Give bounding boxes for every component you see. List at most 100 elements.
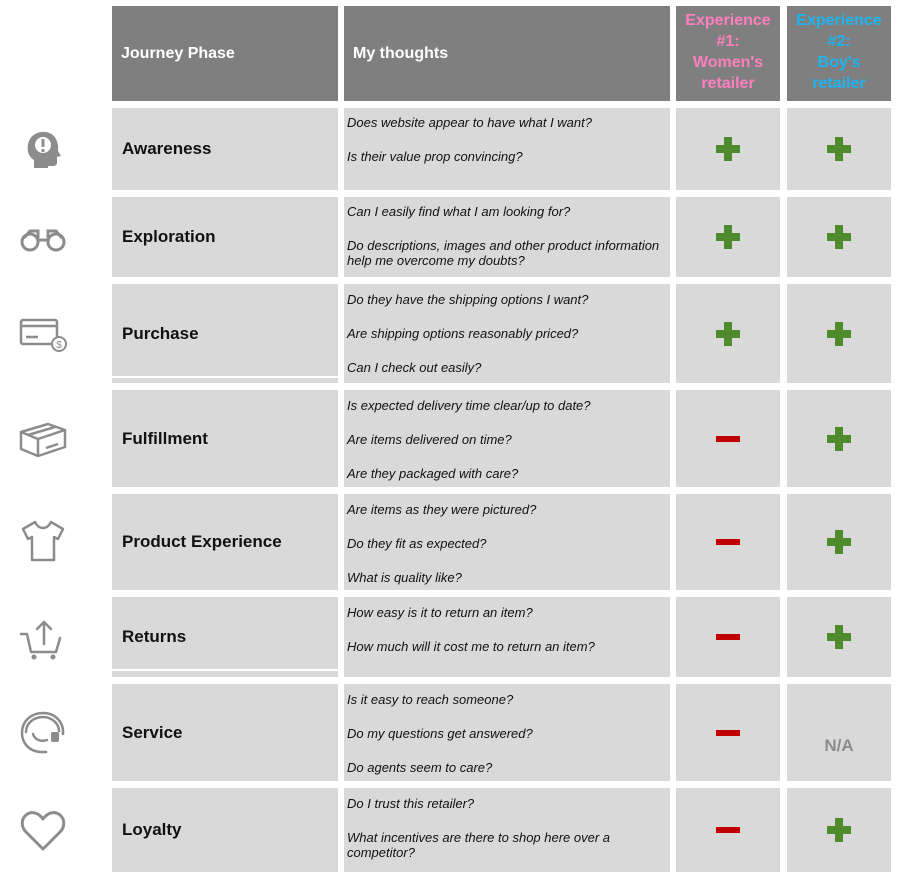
thoughts-loyalty: Do I trust this retailer? What incentive…: [344, 788, 670, 872]
thoughts-service: Is it easy to reach someone? Do my quest…: [344, 684, 670, 781]
exp2-purchase: [787, 284, 891, 383]
exp2-fulfillment: [787, 390, 891, 487]
phase-exploration: Exploration: [112, 197, 338, 277]
exp1-awareness: [676, 108, 780, 190]
heart-icon: [18, 806, 68, 856]
question: Do I trust this retailer?: [347, 796, 475, 811]
header-exp2-line1: Experience: [796, 12, 882, 29]
question: Do they have the shipping options I want…: [347, 292, 589, 307]
header-experience-2: Experience #2: Boy's retailer: [787, 6, 891, 101]
thoughts-product-experience: Are items as they were pictured? Do they…: [344, 494, 670, 590]
plus-icon: [827, 225, 851, 249]
phase-label: Loyalty: [122, 820, 182, 839]
header-journey-phase-label: Journey Phase: [121, 44, 235, 62]
phase-fulfillment: Fulfillment: [112, 390, 338, 487]
phase-label: Purchase: [122, 323, 199, 343]
exp1-fulfillment: [676, 390, 780, 487]
exp1-loyalty: [676, 788, 780, 872]
credit-card-icon: $: [18, 310, 68, 360]
phase-label: Product Experience: [122, 532, 282, 551]
question: Are items delivered on time?: [347, 432, 512, 447]
plus-icon: [827, 625, 851, 649]
question: Are items as they were pictured?: [347, 502, 537, 517]
exp1-product-experience: [676, 494, 780, 590]
header-journey-phase: Journey Phase: [112, 6, 338, 101]
row-divider: [112, 669, 338, 671]
thoughts-returns: How easy is it to return an item? How mu…: [344, 597, 670, 677]
header-exp2-line2: #2:: [827, 33, 851, 50]
header-exp1-line4: retailer: [701, 75, 755, 92]
phase-returns: Returns: [112, 597, 338, 677]
thoughts-awareness: Does website appear to have what I want?…: [344, 108, 670, 190]
tshirt-icon: [18, 516, 68, 566]
question: Is their value prop convincing?: [347, 149, 523, 164]
minus-icon: [716, 435, 740, 442]
exp2-product-experience: [787, 494, 891, 590]
phase-label: Service: [122, 722, 183, 742]
package-icon: [18, 414, 68, 464]
exp2-loyalty: [787, 788, 891, 872]
exp1-exploration: [676, 197, 780, 277]
plus-icon: [827, 818, 851, 842]
head-exclamation-icon: [18, 124, 68, 174]
phase-label: Exploration: [122, 227, 216, 246]
exp2-service: N/A: [787, 684, 891, 781]
header-my-thoughts: My thoughts: [344, 6, 670, 101]
question: What incentives are there to shop here o…: [347, 830, 611, 860]
na-label: N/A: [824, 736, 854, 755]
plus-icon: [716, 225, 740, 249]
phase-label: Fulfillment: [122, 428, 208, 448]
exp2-awareness: [787, 108, 891, 190]
header-my-thoughts-label: My thoughts: [353, 44, 449, 62]
plus-icon: [827, 530, 851, 554]
plus-icon: [827, 321, 851, 346]
cart-return-icon: [18, 614, 68, 664]
question: Is expected delivery time clear/up to da…: [347, 398, 591, 413]
phase-loyalty: Loyalty: [112, 788, 338, 872]
exp1-returns: [676, 597, 780, 677]
minus-icon: [716, 539, 740, 545]
question: How much will it cost me to return an it…: [347, 639, 595, 654]
header-exp1-line1: Experience: [685, 12, 771, 29]
header-exp2-line3: Boy's: [817, 54, 861, 71]
exp2-exploration: [787, 197, 891, 277]
plus-icon: [716, 137, 740, 161]
binoculars-icon: [18, 214, 68, 264]
question: Do descriptions, images and other produc…: [347, 238, 660, 268]
plus-icon: [827, 426, 851, 451]
header-exp1-line3: Women's: [692, 54, 764, 71]
thoughts-exploration: Can I easily find what I am looking for?…: [344, 197, 670, 277]
phase-service: Service: [112, 684, 338, 781]
question: Does website appear to have what I want?: [347, 115, 592, 130]
exp1-purchase: [676, 284, 780, 383]
minus-icon: [716, 634, 740, 640]
question: Do my questions get answered?: [347, 726, 533, 741]
header-exp1-line2: #1:: [716, 33, 740, 50]
plus-icon: [716, 321, 740, 346]
row-divider: [112, 376, 338, 378]
phase-label: Returns: [122, 627, 187, 646]
question: Do they fit as expected?: [347, 536, 487, 551]
headset-icon: [18, 708, 68, 758]
question: How easy is it to return an item?: [347, 605, 533, 620]
phase-product-experience: Product Experience: [112, 494, 338, 590]
header-exp2-line4: retailer: [812, 75, 866, 92]
question: Can I easily find what I am looking for?: [347, 204, 571, 219]
phase-awareness: Awareness: [112, 108, 338, 190]
question: Can I check out easily?: [347, 360, 482, 375]
plus-icon: [827, 137, 851, 161]
minus-icon: [716, 827, 740, 833]
question: Do agents seem to care?: [347, 760, 493, 775]
question: Are shipping options reasonably priced?: [347, 326, 579, 341]
question: Are they packaged with care?: [347, 466, 519, 481]
thoughts-purchase: Do they have the shipping options I want…: [344, 284, 670, 383]
exp1-service: [676, 684, 780, 781]
header-experience-1: Experience #1: Women's retailer: [676, 6, 780, 101]
phase-label: Awareness: [122, 139, 212, 158]
thoughts-fulfillment: Is expected delivery time clear/up to da…: [344, 390, 670, 487]
minus-icon: [716, 729, 740, 736]
svg-text:$: $: [56, 340, 62, 351]
phase-purchase: Purchase: [112, 284, 338, 383]
question: Is it easy to reach someone?: [347, 692, 514, 707]
exp2-returns: [787, 597, 891, 677]
